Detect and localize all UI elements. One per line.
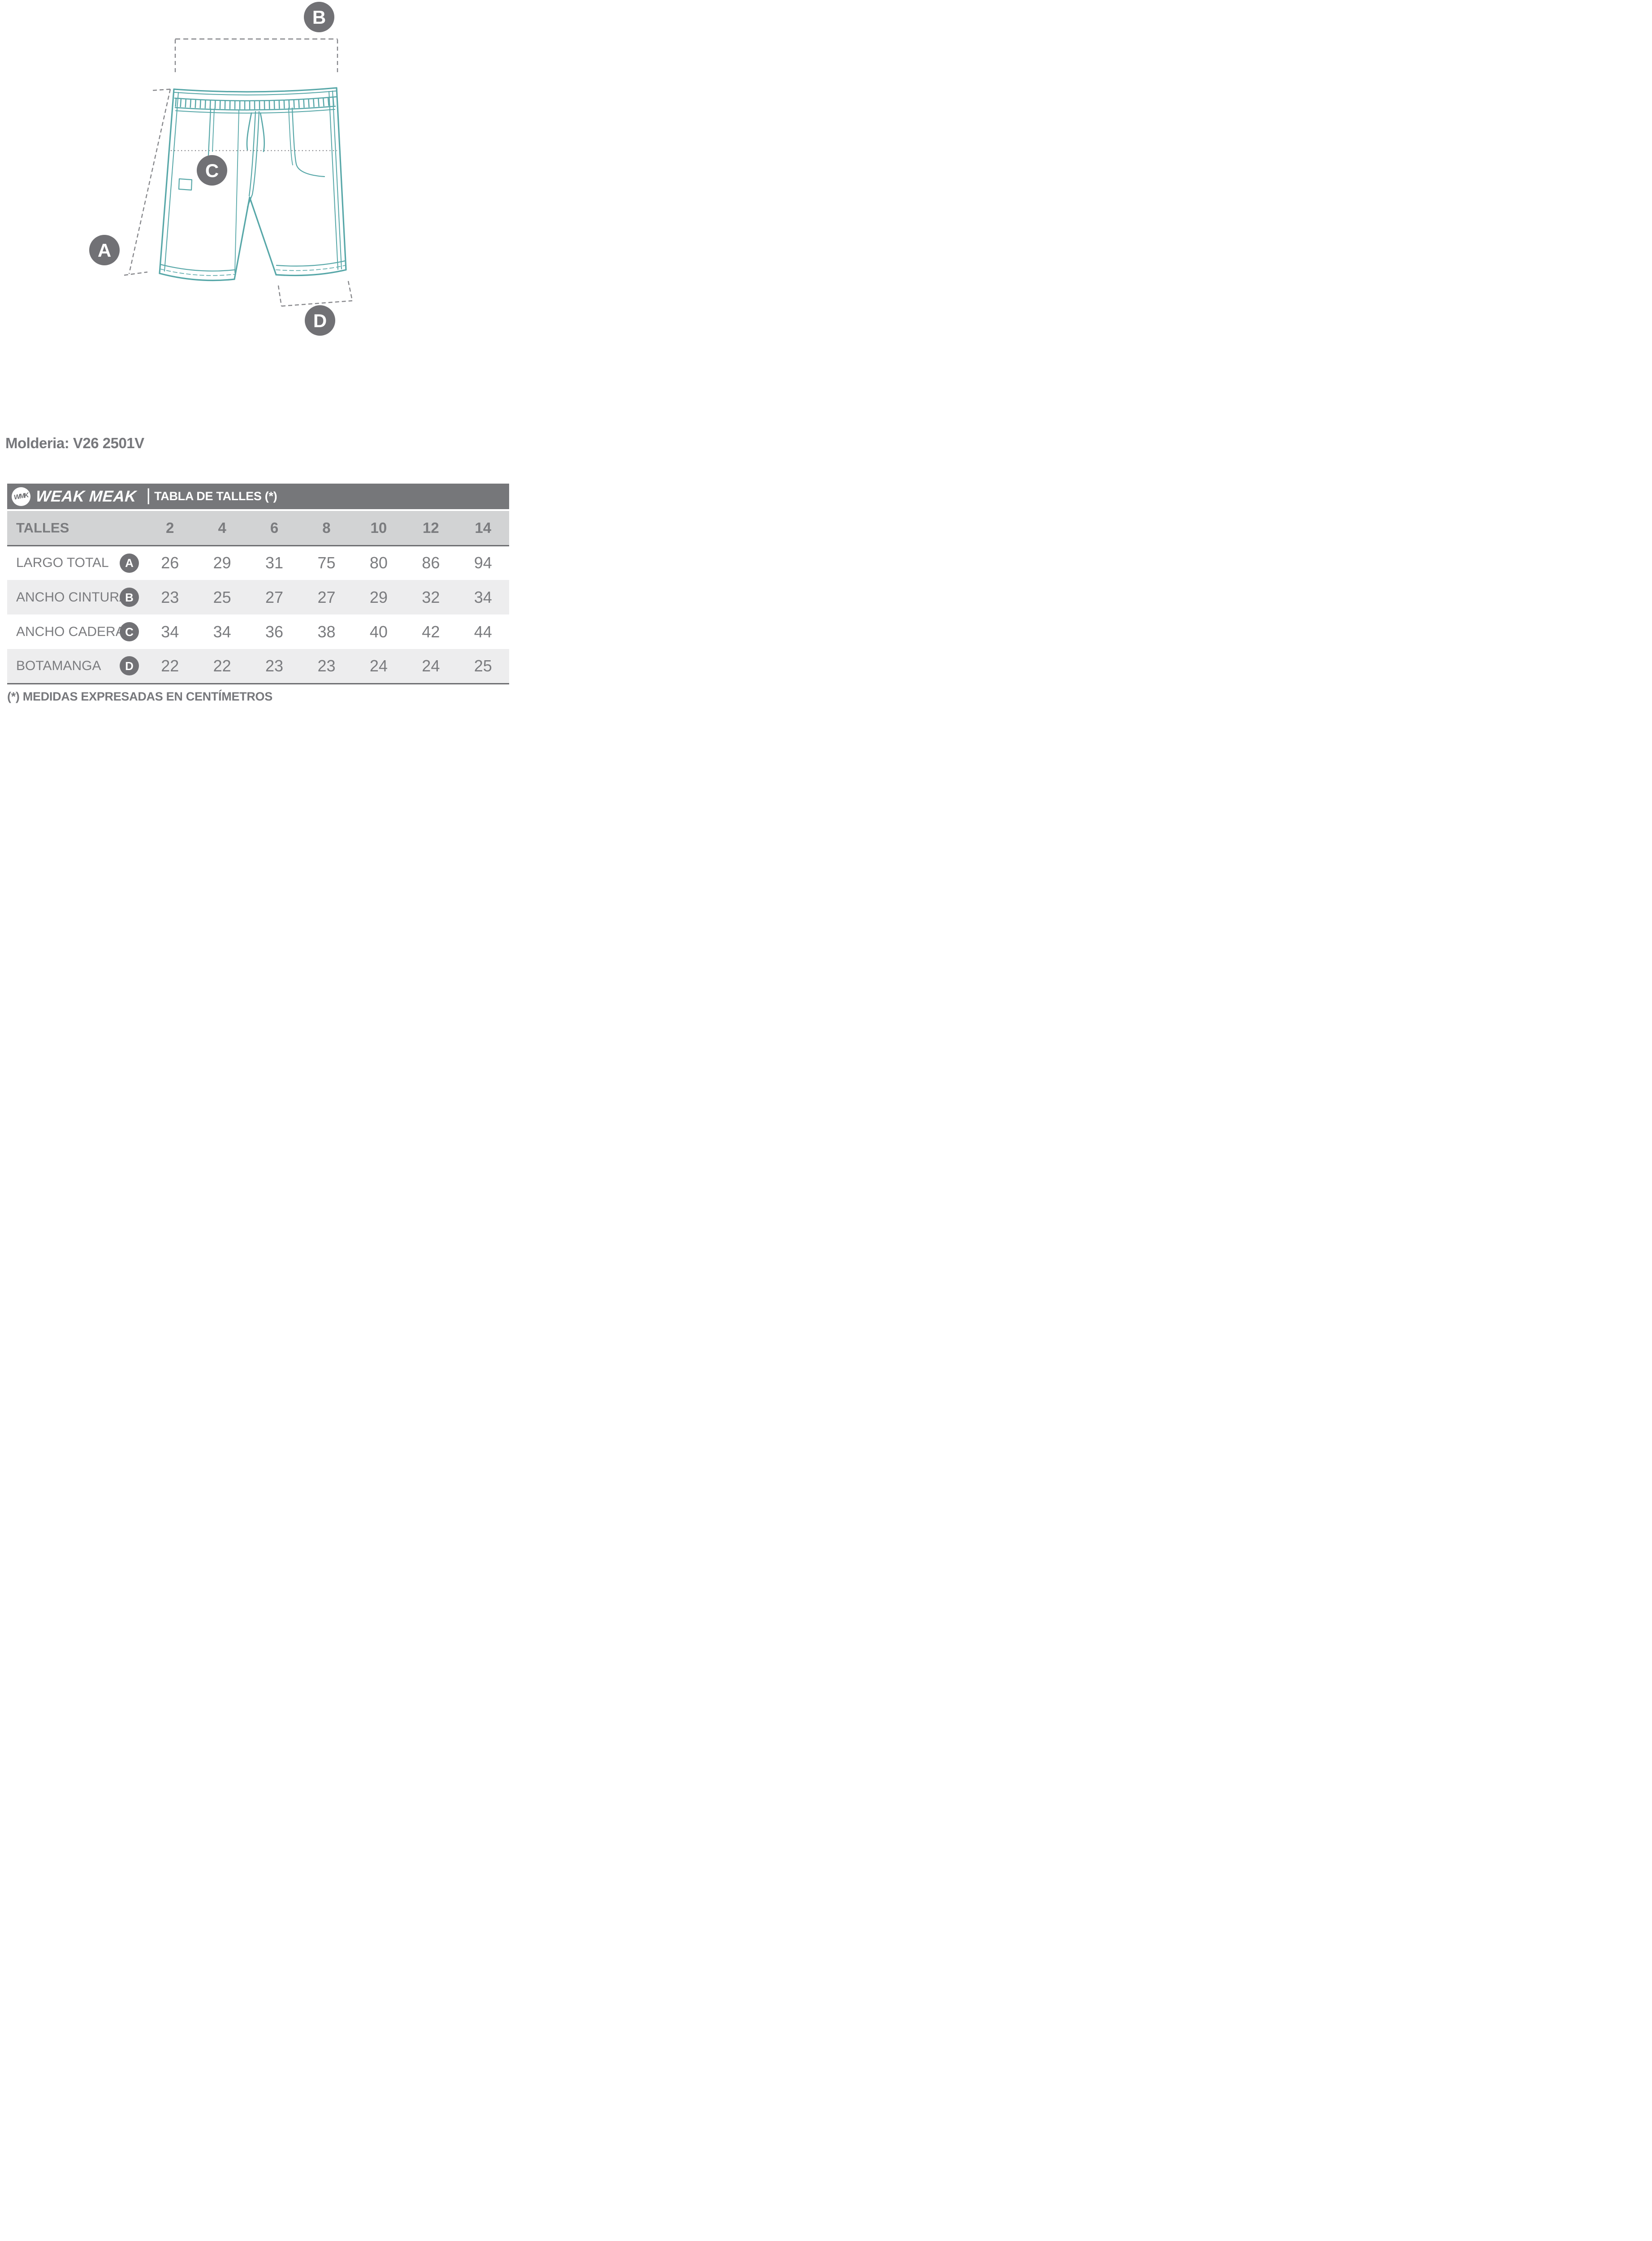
measure-value: 80 — [369, 554, 388, 572]
row-badge-cell: C — [115, 614, 144, 649]
size-column: 8 — [322, 519, 331, 536]
table-row-botamanga: BOTAMANGA D 22 22 23 23 24 24 25 — [7, 649, 509, 684]
measure-value: 25 — [474, 656, 492, 675]
measure-value: 23 — [317, 656, 336, 675]
badge-d-circle — [305, 305, 335, 336]
measure-value: 75 — [317, 554, 336, 572]
measure-value: 25 — [213, 588, 231, 606]
left-pocket — [208, 108, 215, 156]
badge-b: B — [304, 2, 334, 32]
measure-value: 24 — [369, 656, 388, 675]
row-badge-cell: A — [115, 545, 144, 580]
measure-d-bracket — [277, 281, 353, 307]
measure-value: 44 — [474, 622, 492, 641]
measure-value: 42 — [422, 622, 440, 641]
measure-value: 22 — [161, 656, 179, 675]
table-row-ancho-cadera: ANCHO CADERA C 34 34 36 38 40 42 44 — [7, 614, 509, 649]
badge-a-circle — [89, 235, 120, 265]
size-column: 14 — [475, 519, 492, 536]
measure-lines — [124, 38, 353, 307]
badge-c-letter: C — [205, 160, 219, 181]
badge-column-header — [115, 511, 144, 545]
measure-value: 23 — [161, 588, 179, 606]
waistband — [173, 87, 337, 114]
shorts-technical-drawing: B A C D — [89, 2, 353, 336]
measure-value: 31 — [265, 554, 284, 572]
measure-value: 27 — [265, 588, 284, 606]
size-column: 4 — [218, 519, 226, 536]
badge-c-circle — [197, 155, 227, 186]
measure-value: 23 — [265, 656, 284, 675]
drawstring — [246, 112, 265, 152]
badge-a: A — [89, 235, 120, 265]
pattern-code-label: Molderia: V26 2501V — [5, 435, 144, 451]
left-leg-crease — [234, 110, 239, 273]
fly-seam — [247, 111, 260, 208]
row-label: BOTAMANGA — [16, 658, 101, 673]
measure-value: 34 — [213, 622, 231, 641]
badge-a-letter: A — [98, 240, 111, 261]
measure-value: 38 — [317, 622, 336, 641]
size-column: 6 — [270, 519, 279, 536]
brand-logo: WMK — [12, 487, 30, 506]
units-footnote: (*) MEDIDAS EXPRESADAS EN CENTÍMETROS — [7, 689, 272, 703]
measure-value: 27 — [317, 588, 336, 606]
row-badge-c: C — [120, 622, 139, 641]
measure-value: 34 — [161, 622, 179, 641]
brand-monogram: WMK — [13, 491, 29, 502]
size-table-header-row: TALLES 2 4 6 8 10 12 14 — [7, 511, 509, 545]
measure-value: 86 — [422, 554, 440, 572]
measure-value: 29 — [369, 588, 388, 606]
patch-pocket — [178, 178, 193, 191]
shorts-outline — [159, 87, 347, 281]
badge-b-letter: B — [312, 7, 326, 28]
row-badge-cell: D — [115, 649, 144, 684]
size-column: 12 — [422, 519, 439, 536]
row-label: ANCHO CADERA — [16, 624, 125, 639]
row-badge-b: B — [120, 588, 139, 607]
measure-badges: B A C D — [89, 2, 335, 336]
size-column: 2 — [166, 519, 174, 536]
measure-value: 29 — [213, 554, 231, 572]
measure-value: 32 — [422, 588, 440, 606]
size-table: TALLES 2 4 6 8 10 12 14 LARGO TOTAL A 26… — [7, 511, 509, 684]
measure-value: 34 — [474, 588, 492, 606]
measure-a-line — [124, 88, 171, 276]
row-badge-d: D — [120, 656, 139, 676]
table-title: TABLA DE TALLES (*) — [154, 489, 277, 503]
measure-value: 40 — [369, 622, 388, 641]
table-row-ancho-cintura: ANCHO CINTURA B 23 25 27 27 29 32 34 — [7, 580, 509, 614]
measure-value: 22 — [213, 656, 231, 675]
measure-value: 36 — [265, 622, 284, 641]
row-label: LARGO TOTAL — [16, 555, 109, 571]
sizes-header-label: TALLES — [16, 519, 69, 536]
measure-value: 24 — [422, 656, 440, 675]
table-header-bar: WMK WEAK MEAK | TABLA DE TALLES (*) — [7, 484, 509, 509]
row-badge-cell: B — [115, 580, 144, 614]
separator-bar: | — [146, 486, 151, 505]
measure-b-bracket — [174, 38, 338, 73]
measure-value: 94 — [474, 554, 492, 572]
badge-b-circle — [304, 2, 334, 32]
badge-d: D — [305, 305, 335, 336]
row-label: ANCHO CINTURA — [16, 589, 129, 605]
badge-d-letter: D — [313, 310, 327, 331]
badge-c: C — [197, 155, 227, 186]
left-hem — [159, 264, 236, 281]
right-pocket — [288, 107, 325, 177]
size-table-section: WMK WEAK MEAK | TABLA DE TALLES (*) TALL… — [7, 484, 509, 684]
table-row-largo-total: LARGO TOTAL A 26 29 31 75 80 86 94 — [7, 545, 509, 580]
size-column: 10 — [370, 519, 387, 536]
measure-value: 26 — [161, 554, 179, 572]
row-badge-a: A — [120, 553, 139, 573]
right-hem — [275, 260, 347, 277]
brand-wordmark: WEAK MEAK — [35, 487, 137, 505]
